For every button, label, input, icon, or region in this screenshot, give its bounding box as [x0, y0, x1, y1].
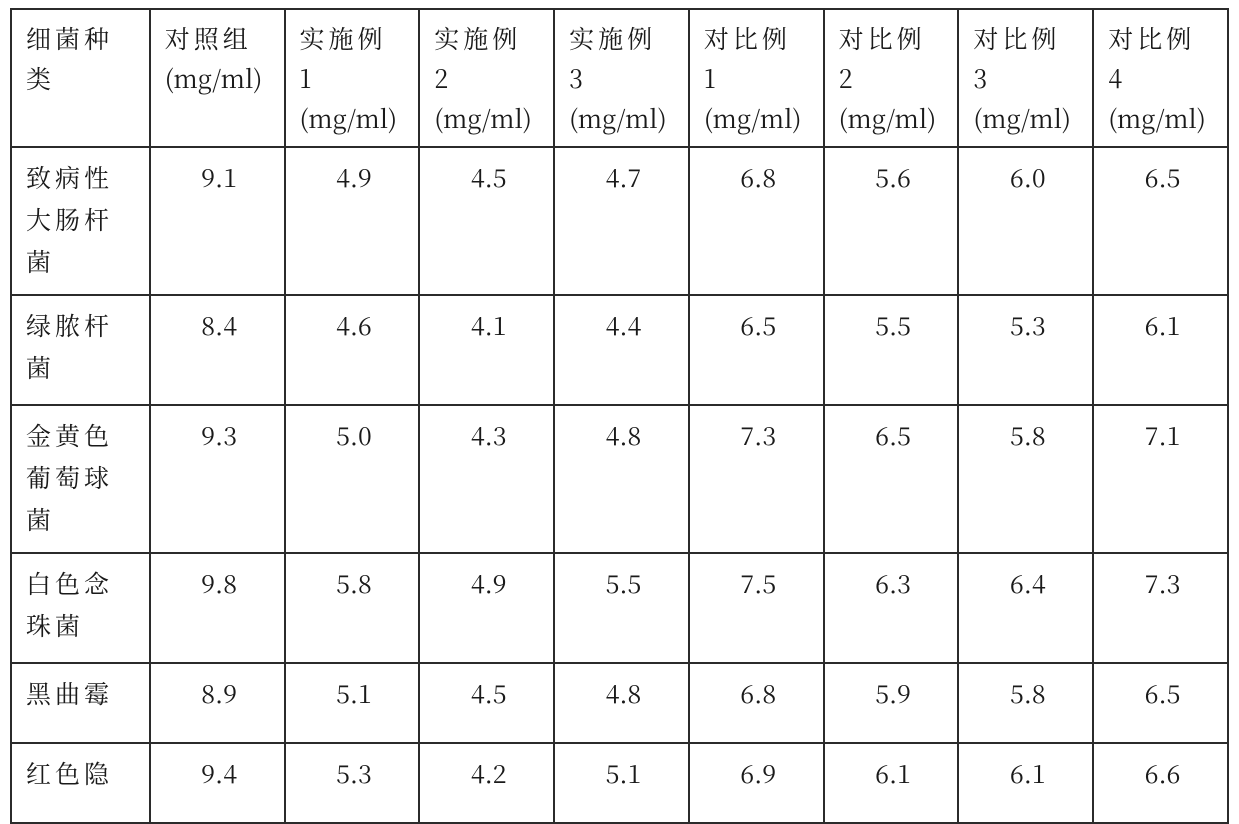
table-row: 黑曲霉8.95.14.54.86.85.95.86.5	[11, 663, 1228, 743]
cell-value: 4.3	[419, 405, 554, 553]
data-table: 细菌种类对照组(mg/ml)实施例 1(mg/ml)实施例 2(mg/ml)实施…	[10, 8, 1229, 824]
cell-value: 6.8	[689, 663, 824, 743]
cell-value: 9.8	[150, 553, 285, 663]
cell-value: 5.1	[554, 743, 689, 823]
cell-value: 4.2	[419, 743, 554, 823]
cell-value: 6.5	[689, 295, 824, 405]
cell-value: 6.5	[1093, 147, 1228, 295]
cell-value: 4.9	[285, 147, 420, 295]
table-row: 致病性大肠杆菌9.14.94.54.76.85.66.06.5	[11, 147, 1228, 295]
col-header-line2: (mg/ml)	[434, 98, 543, 138]
cell-value: 5.1	[285, 663, 420, 743]
col-header-line1: 细菌种	[26, 18, 139, 58]
col-header: 对比例 1(mg/ml)	[689, 9, 824, 147]
cell-value: 5.0	[285, 405, 420, 553]
col-header: 实施例 3(mg/ml)	[554, 9, 689, 147]
col-header: 对比例 2(mg/ml)	[824, 9, 959, 147]
row-label: 绿脓杆菌	[11, 295, 150, 405]
col-header: 实施例 2(mg/ml)	[419, 9, 554, 147]
col-header-line1: 对比例 2	[839, 18, 948, 98]
col-header-line2: (mg/ml)	[839, 98, 948, 138]
cell-value: 4.9	[419, 553, 554, 663]
cell-value: 6.5	[824, 405, 959, 553]
cell-value: 9.1	[150, 147, 285, 295]
cell-value: 5.6	[824, 147, 959, 295]
cell-value: 5.8	[958, 663, 1093, 743]
table-row: 金黄色葡萄球菌9.35.04.34.87.36.55.87.1	[11, 405, 1228, 553]
cell-value: 4.1	[419, 295, 554, 405]
cell-value: 6.0	[958, 147, 1093, 295]
col-header: 对比例 3(mg/ml)	[958, 9, 1093, 147]
cell-value: 5.3	[958, 295, 1093, 405]
cell-value: 4.4	[554, 295, 689, 405]
cell-value: 6.5	[1093, 663, 1228, 743]
col-header-line2: (mg/ml)	[300, 98, 409, 138]
row-label: 金黄色葡萄球菌	[11, 405, 150, 553]
row-label: 致病性大肠杆菌	[11, 147, 150, 295]
cell-value: 7.3	[1093, 553, 1228, 663]
col-header: 对照组(mg/ml)	[150, 9, 285, 147]
col-header-line1: 对照组	[165, 18, 274, 58]
cell-value: 5.3	[285, 743, 420, 823]
cell-value: 6.1	[958, 743, 1093, 823]
cell-value: 8.9	[150, 663, 285, 743]
cell-value: 5.5	[824, 295, 959, 405]
row-label: 黑曲霉	[11, 663, 150, 743]
col-header-line1: 实施例 3	[569, 18, 678, 98]
cell-value: 4.8	[554, 663, 689, 743]
page-wrap: 细菌种类对照组(mg/ml)实施例 1(mg/ml)实施例 2(mg/ml)实施…	[0, 0, 1239, 721]
cell-value: 5.9	[824, 663, 959, 743]
col-header-line1: 对比例 3	[973, 18, 1082, 98]
table-row: 绿脓杆菌8.44.64.14.46.55.55.36.1	[11, 295, 1228, 405]
col-header-line2: (mg/ml)	[1108, 98, 1217, 138]
cell-value: 5.5	[554, 553, 689, 663]
col-header-line2: (mg/ml)	[569, 98, 678, 138]
cell-value: 6.4	[958, 553, 1093, 663]
col-header-line2: (mg/ml)	[704, 98, 813, 138]
cell-value: 4.5	[419, 663, 554, 743]
col-header-line2: (mg/ml)	[165, 58, 274, 98]
cell-value: 6.6	[1093, 743, 1228, 823]
col-header-line1: 对比例 1	[704, 18, 813, 98]
col-header-rowlabel: 细菌种类	[11, 9, 150, 147]
cell-value: 4.8	[554, 405, 689, 553]
cell-value: 7.3	[689, 405, 824, 553]
cell-value: 8.4	[150, 295, 285, 405]
col-header: 对比例 4(mg/ml)	[1093, 9, 1228, 147]
cell-value: 6.9	[689, 743, 824, 823]
cell-value: 4.6	[285, 295, 420, 405]
cell-value: 7.1	[1093, 405, 1228, 553]
cell-value: 4.5	[419, 147, 554, 295]
cell-value: 5.8	[958, 405, 1093, 553]
row-label: 白色念珠菌	[11, 553, 150, 663]
cell-value: 4.7	[554, 147, 689, 295]
row-label: 红色隐	[11, 743, 150, 823]
cell-value: 6.8	[689, 147, 824, 295]
cell-value: 6.1	[1093, 295, 1228, 405]
col-header-line1: 对比例 4	[1108, 18, 1217, 98]
col-header-line2: 类	[26, 58, 139, 98]
cell-value: 9.3	[150, 405, 285, 553]
cell-value: 6.3	[824, 553, 959, 663]
col-header-line2: (mg/ml)	[973, 98, 1082, 138]
cell-value: 5.8	[285, 553, 420, 663]
cell-value: 9.4	[150, 743, 285, 823]
table-row: 白色念珠菌9.85.84.95.57.56.36.47.3	[11, 553, 1228, 663]
table-header-row: 细菌种类对照组(mg/ml)实施例 1(mg/ml)实施例 2(mg/ml)实施…	[11, 9, 1228, 147]
col-header: 实施例 1(mg/ml)	[285, 9, 420, 147]
cell-value: 7.5	[689, 553, 824, 663]
col-header-line1: 实施例 2	[434, 18, 543, 98]
col-header-line1: 实施例 1	[300, 18, 409, 98]
table-row: 红色隐9.45.34.25.16.96.16.16.6	[11, 743, 1228, 823]
cell-value: 6.1	[824, 743, 959, 823]
